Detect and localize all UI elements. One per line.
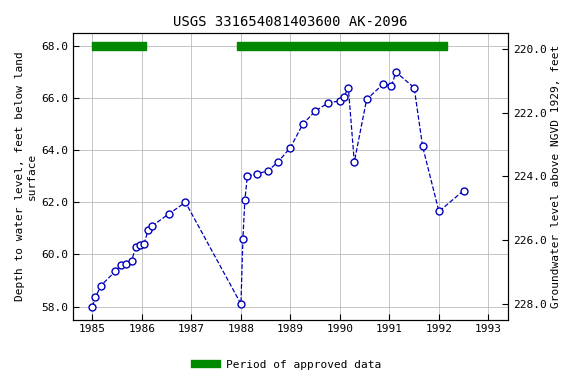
Y-axis label: Depth to water level, feet below land
surface: Depth to water level, feet below land su… bbox=[15, 51, 37, 301]
Legend: Period of approved data: Period of approved data bbox=[191, 356, 385, 375]
Y-axis label: Groundwater level above NGVD 1929, feet: Groundwater level above NGVD 1929, feet bbox=[551, 45, 561, 308]
Title: USGS 331654081403600 AK-2096: USGS 331654081403600 AK-2096 bbox=[173, 15, 408, 29]
